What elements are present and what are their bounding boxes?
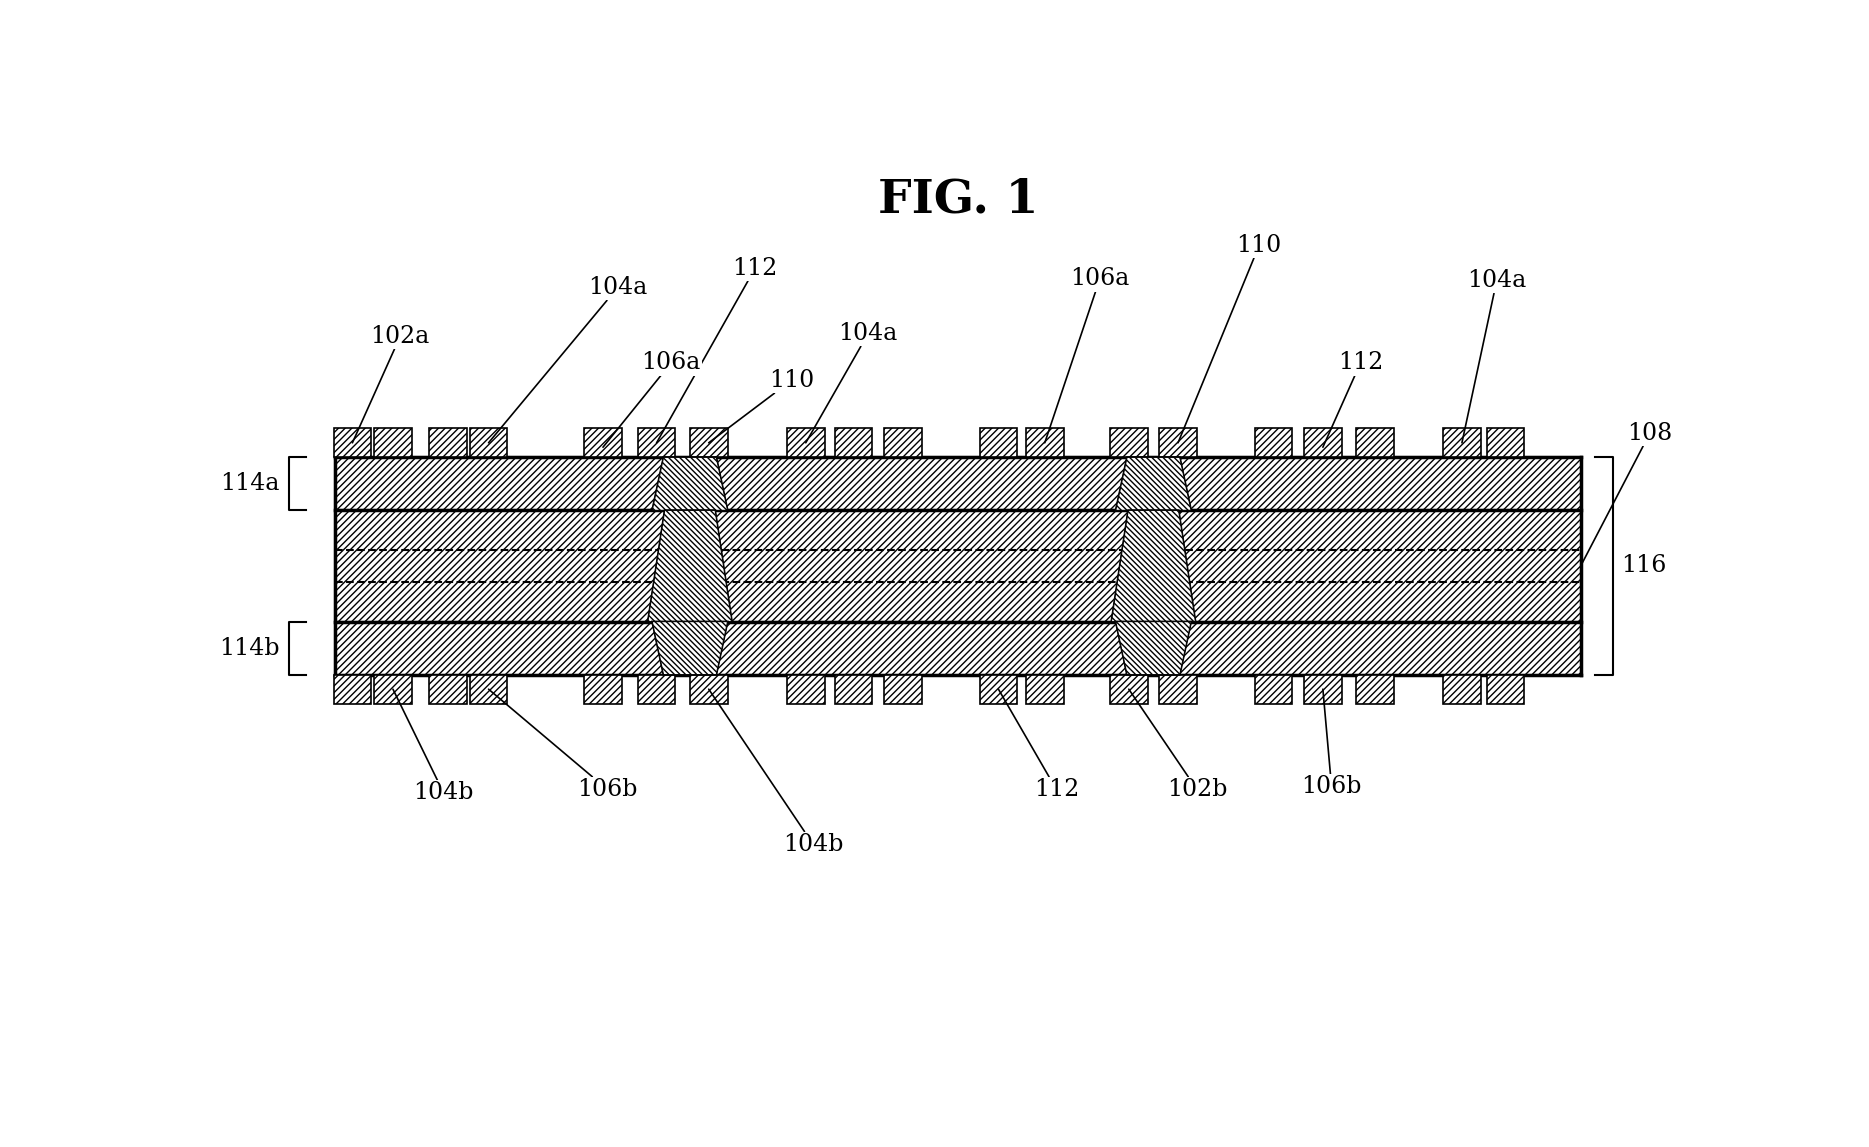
Bar: [835, 674, 873, 704]
Bar: [1254, 674, 1293, 704]
Bar: [1305, 428, 1342, 458]
Text: 116: 116: [1620, 554, 1667, 577]
Text: 112: 112: [656, 257, 778, 443]
Bar: [884, 428, 921, 458]
Bar: [1357, 674, 1394, 704]
Bar: [585, 428, 622, 458]
Bar: [1305, 674, 1342, 704]
Text: 106a: 106a: [1045, 267, 1129, 443]
Polygon shape: [1112, 510, 1196, 622]
Text: 106b: 106b: [488, 689, 637, 801]
Bar: [979, 428, 1017, 458]
Polygon shape: [649, 510, 733, 622]
Bar: [1026, 428, 1063, 458]
Bar: [835, 428, 873, 458]
Bar: [979, 674, 1017, 704]
Text: 102a: 102a: [353, 325, 430, 443]
Text: FIG. 1: FIG. 1: [878, 177, 1037, 223]
Bar: [1026, 674, 1063, 704]
Text: 104a: 104a: [1462, 270, 1527, 443]
Bar: [430, 428, 467, 458]
Bar: [430, 674, 467, 704]
Bar: [333, 428, 372, 458]
Text: 108: 108: [1581, 422, 1673, 565]
Bar: [585, 674, 622, 704]
Bar: [335, 510, 1581, 622]
Text: 114a: 114a: [221, 473, 280, 496]
Text: 114b: 114b: [219, 637, 280, 660]
Bar: [1159, 428, 1196, 458]
Bar: [374, 428, 411, 458]
Text: 104a: 104a: [488, 276, 647, 443]
Bar: [1357, 428, 1394, 458]
Bar: [1254, 428, 1293, 458]
Polygon shape: [652, 622, 727, 674]
Bar: [335, 458, 1581, 510]
Bar: [1443, 674, 1480, 704]
Polygon shape: [1116, 622, 1191, 674]
Bar: [469, 428, 506, 458]
Bar: [469, 674, 506, 704]
Text: 112: 112: [998, 689, 1078, 801]
Bar: [335, 622, 1581, 674]
Text: 102b: 102b: [1129, 689, 1228, 801]
Polygon shape: [1116, 458, 1191, 510]
Bar: [1159, 674, 1196, 704]
Text: 110: 110: [708, 369, 813, 443]
Bar: [690, 428, 727, 458]
Text: 104a: 104a: [806, 322, 897, 443]
Polygon shape: [652, 622, 727, 674]
Bar: [637, 674, 675, 704]
Polygon shape: [652, 458, 727, 510]
Polygon shape: [1116, 622, 1191, 674]
Bar: [374, 674, 411, 704]
Bar: [1486, 674, 1525, 704]
Polygon shape: [652, 458, 727, 510]
Text: 104b: 104b: [708, 689, 843, 856]
Bar: [1110, 428, 1148, 458]
Polygon shape: [1116, 458, 1191, 510]
Bar: [787, 428, 824, 458]
Bar: [333, 674, 372, 704]
Text: 112: 112: [1323, 351, 1383, 447]
Polygon shape: [649, 510, 733, 622]
Bar: [1443, 428, 1480, 458]
Bar: [637, 428, 675, 458]
Bar: [1110, 674, 1148, 704]
Text: 106a: 106a: [604, 351, 701, 447]
Bar: [787, 674, 824, 704]
Text: 106b: 106b: [1301, 689, 1363, 798]
Text: 110: 110: [1177, 234, 1282, 443]
Bar: [884, 674, 921, 704]
Polygon shape: [1112, 510, 1196, 622]
Text: 104b: 104b: [392, 689, 475, 804]
Bar: [690, 674, 727, 704]
Bar: [1486, 428, 1525, 458]
